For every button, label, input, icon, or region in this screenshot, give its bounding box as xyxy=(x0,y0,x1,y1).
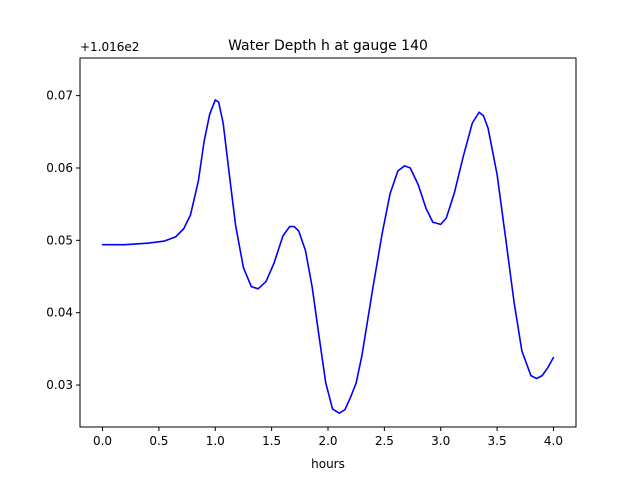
chart-title: Water Depth h at gauge 140 xyxy=(228,38,428,54)
x-axis-label: hours xyxy=(311,457,345,471)
x-axis: 0.0 0.5 1.0 1.5 2.0 2.5 3.0 3.5 4.0 xyxy=(93,427,563,448)
y-axis: 0.03 0.04 0.05 0.06 0.07 xyxy=(46,89,80,392)
y-axis-offset-label: +1.016e2 xyxy=(80,40,139,54)
y-tick-label: 0.06 xyxy=(46,161,73,175)
y-tick-label: 0.03 xyxy=(46,378,73,392)
x-tick-label: 0.5 xyxy=(149,434,168,448)
x-tick-label: 0.0 xyxy=(93,434,112,448)
x-tick-label: 2.5 xyxy=(375,434,394,448)
series-line xyxy=(101,99,555,415)
x-tick-label: 3.5 xyxy=(488,434,507,448)
x-tick-label: 4.0 xyxy=(544,434,563,448)
y-tick-label: 0.04 xyxy=(46,306,73,320)
x-tick-label: 1.5 xyxy=(262,434,281,448)
x-tick-label: 2.0 xyxy=(318,434,337,448)
x-tick-label: 1.0 xyxy=(206,434,225,448)
x-tick-label: 3.0 xyxy=(431,434,450,448)
y-tick-label: 0.07 xyxy=(46,89,73,103)
y-tick-label: 0.05 xyxy=(46,233,73,247)
